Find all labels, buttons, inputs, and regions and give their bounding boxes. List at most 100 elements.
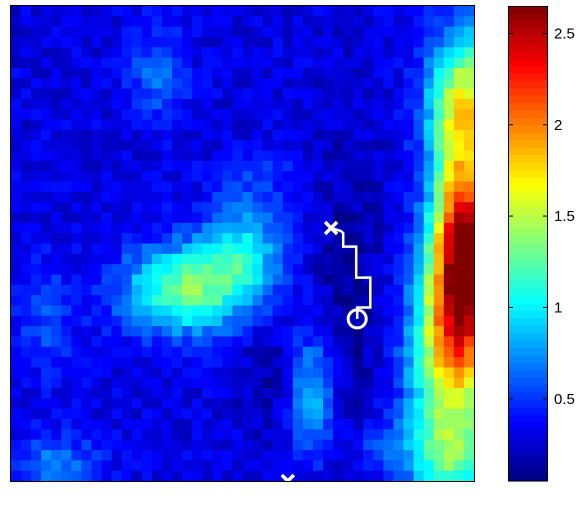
heatmap-cell	[312, 212, 324, 224]
heatmap-cell	[161, 6, 173, 17]
heatmap-cell	[312, 6, 324, 17]
heatmap-cell	[131, 460, 143, 472]
heatmap-cell	[222, 171, 234, 183]
heatmap-cell	[403, 140, 415, 152]
heatmap-cell	[272, 26, 284, 38]
heatmap-cell	[433, 470, 445, 482]
heatmap-cell	[463, 346, 475, 358]
heatmap-cell	[463, 150, 475, 162]
heatmap-cell	[141, 67, 153, 79]
heatmap-cell	[282, 419, 294, 430]
heatmap-cell	[151, 243, 163, 255]
heatmap-cell	[71, 26, 83, 38]
heatmap-cell	[282, 274, 294, 286]
heatmap-cell	[111, 16, 123, 28]
heatmap-plot	[11, 6, 475, 482]
heatmap-cell	[121, 98, 133, 110]
heatmap-cell	[212, 274, 223, 286]
heatmap-cell	[21, 36, 32, 48]
heatmap-cell	[423, 429, 435, 441]
heatmap-cell	[312, 439, 324, 451]
heatmap-cell	[242, 264, 254, 276]
heatmap-cell	[182, 377, 193, 389]
heatmap-cell	[393, 243, 405, 255]
heatmap-cell	[242, 171, 254, 183]
heatmap-cell	[333, 253, 344, 265]
heatmap-cell	[433, 336, 445, 348]
heatmap-cell	[212, 202, 223, 214]
heatmap-cell	[262, 222, 274, 234]
colorbar-swatch	[508, 213, 548, 222]
heatmap-cell	[182, 222, 193, 234]
heatmap-cell	[111, 439, 123, 451]
heatmap-cell	[302, 57, 314, 69]
heatmap-cell	[111, 47, 123, 59]
heatmap-cell	[443, 460, 455, 472]
heatmap-cell	[353, 212, 364, 224]
heatmap-cell	[71, 6, 83, 17]
heatmap-cell	[353, 222, 364, 234]
heatmap-cell	[222, 16, 234, 28]
heatmap-cell	[383, 47, 395, 59]
heatmap-cell	[373, 274, 385, 286]
heatmap-cell	[232, 67, 244, 79]
heatmap-cell	[172, 450, 183, 461]
heatmap-cell	[373, 398, 385, 410]
heatmap-cell	[333, 274, 344, 286]
heatmap-cell	[272, 398, 284, 410]
heatmap-cell	[453, 377, 465, 389]
heatmap-cell	[443, 398, 455, 410]
heatmap-cell	[182, 450, 193, 461]
heatmap-cell	[323, 181, 334, 193]
heatmap-cell	[463, 450, 475, 461]
heatmap-cell	[353, 150, 364, 162]
heatmap-cell	[453, 88, 465, 100]
heatmap-cell	[121, 36, 133, 48]
heatmap-cell	[232, 6, 244, 17]
heatmap-cell	[423, 150, 435, 162]
heatmap-cell	[423, 36, 435, 48]
heatmap-cell	[272, 429, 284, 441]
heatmap-cell	[373, 357, 385, 369]
heatmap-cell	[262, 47, 274, 59]
heatmap-cell	[11, 171, 22, 183]
heatmap-cell	[242, 315, 254, 327]
heatmap-cell	[61, 119, 72, 131]
heatmap-cell	[343, 67, 354, 79]
heatmap-cell	[31, 67, 42, 79]
heatmap-cell	[41, 460, 52, 472]
heatmap-cell	[312, 140, 324, 152]
heatmap-cell	[91, 295, 103, 307]
heatmap-cell	[222, 470, 234, 482]
heatmap-cell	[343, 357, 354, 369]
heatmap-cell	[151, 450, 163, 461]
heatmap-cell	[433, 253, 445, 265]
heatmap-cell	[333, 460, 344, 472]
heatmap-cell	[192, 160, 203, 172]
heatmap-cell	[131, 450, 143, 461]
heatmap-cell	[333, 109, 344, 121]
colorbar-tick-label: 2	[554, 117, 562, 134]
heatmap-cell	[463, 160, 475, 172]
heatmap-cell	[453, 109, 465, 121]
heatmap-cell	[433, 150, 445, 162]
heatmap-cell	[343, 253, 354, 265]
heatmap-cell	[443, 36, 455, 48]
heatmap-cell	[383, 16, 395, 28]
heatmap-cell	[51, 326, 62, 338]
heatmap-cell	[31, 129, 42, 141]
heatmap-cell	[383, 36, 395, 48]
heatmap-cell	[121, 67, 133, 79]
heatmap-cell	[323, 140, 334, 152]
heatmap-cell	[323, 88, 334, 100]
heatmap-cell	[41, 450, 52, 461]
heatmap-cell	[151, 109, 163, 121]
heatmap-cell	[151, 439, 163, 451]
heatmap-cell	[353, 253, 364, 265]
heatmap-cell	[121, 26, 133, 38]
heatmap-cell	[81, 429, 93, 441]
heatmap-cell	[343, 140, 354, 152]
heatmap-cell	[343, 150, 354, 162]
heatmap-cell	[272, 408, 284, 420]
heatmap-cell	[172, 119, 183, 131]
